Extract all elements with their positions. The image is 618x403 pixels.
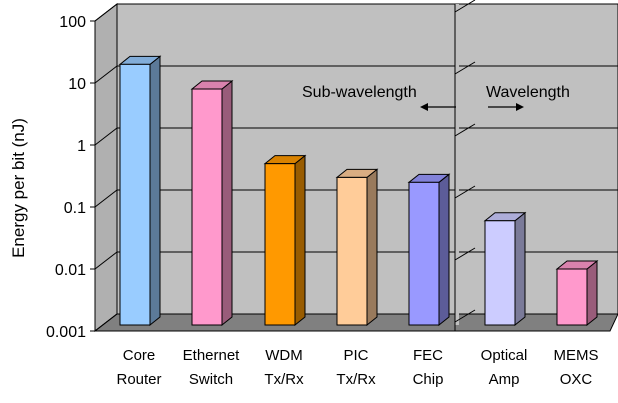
bar [555, 259, 599, 327]
bar-side [514, 211, 526, 327]
category-label: WDM [265, 347, 303, 364]
category-labels: Core Router Ethernet Switch WDM Tx/Rx PIC Tx/Rx… [116, 347, 598, 388]
y-tick-label: 0.001 [46, 324, 86, 341]
gridline-side [94, 65, 118, 84]
bar [407, 173, 451, 327]
category-label: MEMS [554, 347, 599, 364]
category-label: FEC [413, 347, 443, 364]
bar-front [191, 88, 223, 326]
region-annotations: Sub-wavelength Wavelength [302, 84, 570, 111]
gridline-side [94, 127, 118, 146]
y-axis-title: Energy per bit (nJ) [9, 118, 28, 258]
gridline-side [94, 251, 118, 270]
category-label: Ethernet [183, 347, 241, 364]
y-tick-label: 1 [77, 138, 86, 155]
divider-break [454, 0, 476, 13]
y-tick-label: 100 [59, 14, 86, 31]
divider-break [454, 61, 476, 75]
bars [118, 55, 599, 327]
bar-front [336, 176, 368, 326]
bar [118, 55, 162, 327]
left-arrowhead [420, 103, 428, 111]
category-label: Tx/Rx [264, 371, 304, 388]
bar-side [221, 79, 233, 327]
bar [483, 211, 527, 327]
y-tick-label: 0.01 [55, 262, 86, 279]
category-label: Tx/Rx [336, 371, 376, 388]
y-tick-label: 10 [68, 76, 86, 93]
y-tick-labels: 100 10 1 0.1 0.01 0.001 [46, 14, 86, 341]
bar [190, 79, 234, 327]
category-label: Core [123, 347, 156, 364]
bar-front [556, 268, 588, 326]
bar-side [149, 55, 161, 327]
divider-break [454, 185, 476, 199]
region-arrows [420, 103, 524, 111]
region-divider-fill [455, 4, 459, 325]
bar [335, 168, 379, 327]
bar-side [366, 168, 378, 327]
category-label: Switch [189, 371, 233, 388]
bar-front [484, 220, 516, 326]
side-wall [94, 2, 118, 333]
right-arrowhead [516, 103, 524, 111]
gridline-side [94, 313, 118, 332]
category-label: PIC [343, 347, 368, 364]
y-tick-label: 0.1 [64, 200, 86, 217]
wavelength-label: Wavelength [486, 84, 570, 101]
gridline-side [94, 189, 118, 208]
bar-front [119, 63, 151, 326]
bar-side [438, 173, 450, 327]
bar-side [294, 154, 306, 327]
gridline-side [94, 3, 118, 22]
category-label: Chip [413, 371, 444, 388]
category-label: Amp [489, 371, 520, 388]
divider-break [454, 309, 476, 323]
divider-break [454, 247, 476, 261]
bar-front [264, 163, 296, 326]
category-label: Router [116, 371, 161, 388]
bar-side [586, 259, 598, 327]
sub-wavelength-label: Sub-wavelength [302, 84, 417, 101]
category-label: OXC [560, 371, 593, 388]
category-label: Optical [481, 347, 528, 364]
bar-front [408, 181, 440, 326]
divider-break [454, 123, 476, 137]
bar [263, 154, 307, 327]
